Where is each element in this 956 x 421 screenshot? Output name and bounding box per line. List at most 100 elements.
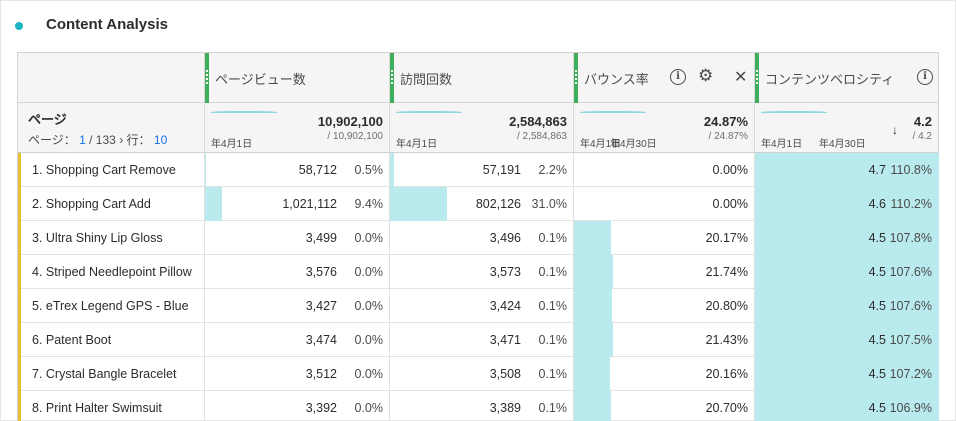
rows-label: 行： xyxy=(126,133,151,147)
column-label-bounce-rate: バウンス率 xyxy=(584,72,649,87)
summary-subtotal: / 4.2 xyxy=(912,131,932,142)
row-cell-visits[interactable]: 3,471 0.1% xyxy=(389,323,573,357)
row-cell-bounce-rate[interactable]: 21.74% xyxy=(573,255,754,289)
panel-title[interactable]: Content Analysis xyxy=(46,16,168,33)
row-cell-bounce-rate[interactable]: 0.00% xyxy=(573,187,754,221)
next-page-icon[interactable]: › xyxy=(119,133,124,147)
row-cell-content-velocity[interactable]: 4.5 107.6% xyxy=(754,255,939,289)
row-cell-bounce-rate[interactable]: 20.70% xyxy=(573,391,754,421)
row-dimension-cell[interactable]: 1. Shopping Cart Remove xyxy=(18,153,204,187)
cell-percent: 0.0% xyxy=(354,299,384,313)
info-icon[interactable]: i xyxy=(917,69,933,85)
value-bar xyxy=(755,357,939,391)
row-cell-pageviews[interactable]: 3,576 0.0% xyxy=(204,255,389,289)
row-cell-pageviews[interactable]: 3,499 0.0% xyxy=(204,221,389,255)
row-cell-content-velocity[interactable]: 4.5 107.2% xyxy=(754,357,939,391)
row-cell-bounce-rate[interactable]: 20.80% xyxy=(573,289,754,323)
cell-percent: 31.0% xyxy=(531,197,567,211)
column-header-content-velocity[interactable]: コンテンツベロシティ i xyxy=(754,53,938,103)
dimension-label[interactable]: ページ xyxy=(28,112,67,127)
row-cell-content-velocity[interactable]: 4.5 107.6% xyxy=(754,289,939,323)
row-cell-bounce-rate[interactable]: 20.17% xyxy=(573,221,754,255)
row-cell-bounce-rate[interactable]: 0.00% xyxy=(573,153,754,187)
column-header-pageviews[interactable]: ページビュー数 xyxy=(204,53,389,103)
row-dimension-cell[interactable]: 3. Ultra Shiny Lip Gloss xyxy=(18,221,204,255)
drag-handle-icon[interactable] xyxy=(755,53,759,103)
value-bar xyxy=(574,255,613,289)
cell-value: 20.70% xyxy=(705,401,748,415)
row-cell-content-velocity[interactable]: 4.5 107.5% xyxy=(754,323,939,357)
drag-handle-icon[interactable] xyxy=(205,53,209,103)
sparkline-start-date: 年4月1日 xyxy=(580,139,622,150)
row-cell-pageviews[interactable]: 3,427 0.0% xyxy=(204,289,389,323)
row-cell-pageviews[interactable]: 3,392 0.0% xyxy=(204,391,389,421)
page-number-input[interactable]: 1 xyxy=(79,133,86,147)
table-row[interactable]: 7. Crystal Bangle Bracelet 3,512 0.0% 3,508… xyxy=(18,357,939,391)
row-item-name: 1. Shopping Cart Remove xyxy=(32,163,176,177)
row-cell-pageviews[interactable]: 3,512 0.0% xyxy=(204,357,389,391)
cell-value: 1,021,112 xyxy=(282,197,337,211)
column-header-bounce-rate[interactable]: バウンス率 i ⚙ ✕ xyxy=(573,53,754,103)
table-row[interactable]: 3. Ultra Shiny Lip Gloss 3,499 0.0% 3,496 0.… xyxy=(18,221,939,255)
cell-percent: 110.8% xyxy=(890,163,932,177)
close-icon[interactable]: ✕ xyxy=(734,69,748,86)
table-row[interactable]: 4. Striped Needlepoint Pillow 3,576 0.0% 3,… xyxy=(18,255,939,289)
row-dimension-cell[interactable]: 5. eTrex Legend GPS - Blue xyxy=(18,289,204,323)
cell-percent: 107.8% xyxy=(889,231,932,245)
row-cell-bounce-rate[interactable]: 20.16% xyxy=(573,357,754,391)
value-bar xyxy=(574,357,610,391)
value-bar xyxy=(205,153,206,187)
gear-icon[interactable]: ⚙ xyxy=(698,66,714,85)
table-row[interactable]: 6. Patent Boot 3,474 0.0% 3,471 0.1% 21.43% 4.… xyxy=(18,323,939,357)
summary-subtotal: / 2,584,863 xyxy=(516,131,567,142)
drag-handle-icon[interactable] xyxy=(574,53,578,103)
row-dimension-cell[interactable]: 6. Patent Boot xyxy=(18,323,204,357)
info-icon[interactable]: i xyxy=(670,69,686,85)
row-dimension-cell[interactable]: 8. Print Halter Swimsuit xyxy=(18,391,204,421)
rows-per-page-select[interactable]: 10 xyxy=(153,133,168,147)
cell-percent: 107.6% xyxy=(889,265,932,279)
cell-value: 3,427 xyxy=(305,299,337,313)
row-cell-content-velocity[interactable]: 4.7 110.8% xyxy=(754,153,939,187)
row-cell-content-velocity[interactable]: 4.6 110.2% xyxy=(754,187,939,221)
row-cell-content-velocity[interactable]: 4.5 106.9% xyxy=(754,391,939,421)
row-cell-visits[interactable]: 802,126 31.0% xyxy=(389,187,573,221)
drag-handle-icon[interactable] xyxy=(390,53,394,103)
cell-value: 3,512 xyxy=(305,367,337,381)
row-selection-marker xyxy=(18,255,21,289)
row-item-name: 3. Ultra Shiny Lip Gloss xyxy=(32,231,163,245)
summary-cell-bounce-rate: 24.87% / 24.87% 年4月1日 年4月30日 xyxy=(573,103,754,153)
column-header-visits[interactable]: 訪問回数 xyxy=(389,53,573,103)
cell-percent: 110.2% xyxy=(890,197,932,211)
sparkline-start-date: 年4月1日 xyxy=(396,139,438,150)
cell-percent: 0.0% xyxy=(354,401,384,415)
row-cell-content-velocity[interactable]: 4.5 107.8% xyxy=(754,221,939,255)
row-cell-visits[interactable]: 3,508 0.1% xyxy=(389,357,573,391)
row-dimension-cell[interactable]: 2. Shopping Cart Add xyxy=(18,187,204,221)
cell-value: 20.17% xyxy=(705,231,748,245)
cell-value: 3,499 xyxy=(305,231,337,245)
row-cell-visits[interactable]: 3,389 0.1% xyxy=(389,391,573,421)
cell-value: 58,712 xyxy=(298,163,337,177)
row-dimension-cell[interactable]: 4. Striped Needlepoint Pillow xyxy=(18,255,204,289)
row-cell-pageviews[interactable]: 3,474 0.0% xyxy=(204,323,389,357)
row-cell-visits[interactable]: 3,573 0.1% xyxy=(389,255,573,289)
table-row[interactable]: 5. eTrex Legend GPS - Blue 3,427 0.0% 3,424… xyxy=(18,289,939,323)
row-cell-visits[interactable]: 57,191 2.2% xyxy=(389,153,573,187)
table-row[interactable]: 8. Print Halter Swimsuit 3,392 0.0% 3,389 0.… xyxy=(18,391,939,421)
table-summary-row: ページ ページ： 1 / 133 › 行： 10 10,902,100 / 10… xyxy=(18,103,938,153)
sort-descending-icon[interactable]: ↓ xyxy=(892,123,898,137)
row-cell-pageviews[interactable]: 58,712 0.5% xyxy=(204,153,389,187)
pager-prefix: ページ： xyxy=(28,133,76,147)
row-dimension-cell[interactable]: 7. Crystal Bangle Bracelet xyxy=(18,357,204,391)
table-row[interactable]: 1. Shopping Cart Remove 58,712 0.5% 57,191 2… xyxy=(18,153,939,187)
sparkline-start-date: 年4月1日 xyxy=(761,139,803,150)
table-row[interactable]: 2. Shopping Cart Add 1,021,112 9.4% 802,126… xyxy=(18,187,939,221)
row-cell-pageviews[interactable]: 1,021,112 9.4% xyxy=(204,187,389,221)
row-cell-visits[interactable]: 3,424 0.1% xyxy=(389,289,573,323)
table-header-row: ページビュー数 訪問回数 バウンス率 i ⚙ ✕ コンテンツベロシティ i xyxy=(18,53,938,103)
row-item-name: 8. Print Halter Swimsuit xyxy=(32,401,162,415)
row-cell-bounce-rate[interactable]: 21.43% xyxy=(573,323,754,357)
row-cell-visits[interactable]: 3,496 0.1% xyxy=(389,221,573,255)
